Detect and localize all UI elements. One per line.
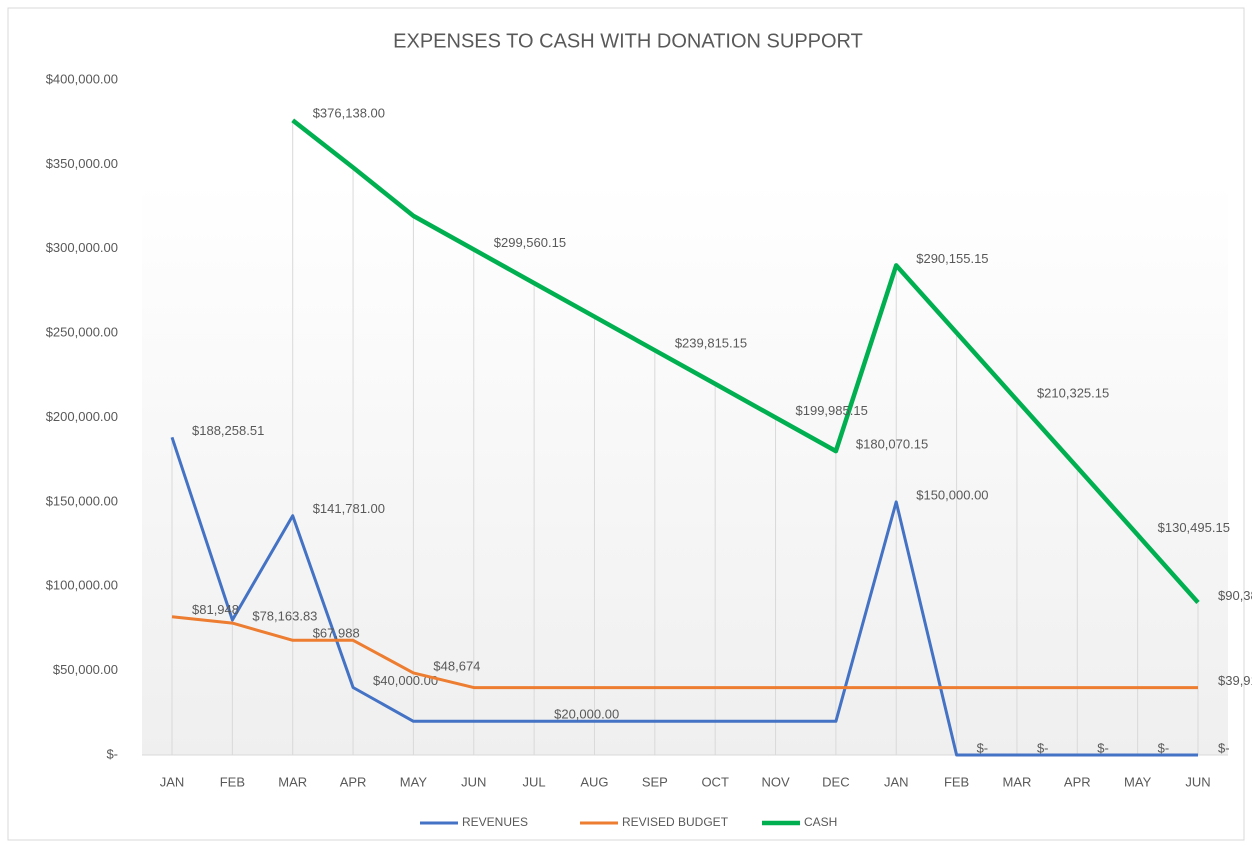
y-tick-label: $400,000.00: [46, 71, 118, 86]
data-label: $199,985.15: [796, 403, 868, 418]
series-line: [291, 118, 1200, 604]
series-line: [170, 436, 1198, 757]
data-label: $188,258.51: [192, 423, 264, 438]
y-tick-label: $250,000.00: [46, 325, 118, 340]
x-tick-label: NOV: [761, 774, 790, 789]
data-label: $290,155.15: [916, 251, 988, 266]
data-label: $239,815.15: [675, 336, 747, 351]
data-label: $90,380.15: [1218, 588, 1252, 603]
y-tick-label: $300,000.00: [46, 240, 118, 255]
x-tick-label: APR: [340, 774, 367, 789]
x-tick-label: MAR: [1002, 774, 1031, 789]
data-label: $48,674: [433, 658, 480, 673]
data-label: $-: [1097, 740, 1109, 755]
data-label: $-: [977, 740, 989, 755]
data-label: $130,495.15: [1158, 520, 1230, 535]
x-tick-label: APR: [1064, 774, 1091, 789]
data-label: $-: [1218, 740, 1230, 755]
x-tick-label: DEC: [822, 774, 849, 789]
legend-label: REVENUES: [462, 815, 528, 829]
plot-background: [142, 180, 1228, 755]
x-tick-label: AUG: [580, 774, 608, 789]
data-label: $210,325.15: [1037, 386, 1109, 401]
x-tick-label: JUL: [523, 774, 546, 789]
x-tick-label: JAN: [884, 774, 909, 789]
data-label: $39,915: [1218, 673, 1252, 688]
data-label: $180,070.15: [856, 437, 928, 452]
data-label: $40,000.00: [373, 673, 438, 688]
data-label: $150,000.00: [916, 487, 988, 502]
x-tick-label: MAY: [1124, 774, 1152, 789]
chart-title: EXPENSES TO CASH WITH DONATION SUPPORT: [393, 30, 863, 52]
data-label: $20,000.00: [554, 707, 619, 722]
y-tick-label: $-: [106, 746, 118, 761]
series-line: [171, 615, 1198, 690]
x-tick-label: OCT: [701, 774, 729, 789]
x-tick-label: FEB: [944, 774, 969, 789]
y-tick-label: $150,000.00: [46, 493, 118, 508]
y-tick-label: $100,000.00: [46, 578, 118, 593]
data-label: $-: [1037, 740, 1049, 755]
x-tick-label: FEB: [220, 774, 245, 789]
y-tick-label: $50,000.00: [53, 662, 118, 677]
data-label: $376,138.00: [313, 106, 385, 121]
x-tick-label: SEP: [642, 774, 668, 789]
data-label: $299,560.15: [494, 235, 566, 250]
y-tick-label: $350,000.00: [46, 156, 118, 171]
data-label: $-: [1158, 740, 1170, 755]
legend-label: REVISED BUDGET: [622, 815, 729, 829]
legend-label: CASH: [804, 815, 837, 829]
data-label: $78,163.83: [252, 609, 317, 624]
data-label: $141,781.00: [313, 501, 385, 516]
x-tick-label: MAY: [400, 774, 428, 789]
data-label: $81,948: [192, 602, 239, 617]
y-tick-label: $200,000.00: [46, 409, 118, 424]
x-tick-label: JUN: [1185, 774, 1210, 789]
x-tick-label: MAR: [278, 774, 307, 789]
x-tick-label: JUN: [461, 774, 486, 789]
data-label: $67,988: [313, 626, 360, 641]
x-tick-label: JAN: [160, 774, 185, 789]
